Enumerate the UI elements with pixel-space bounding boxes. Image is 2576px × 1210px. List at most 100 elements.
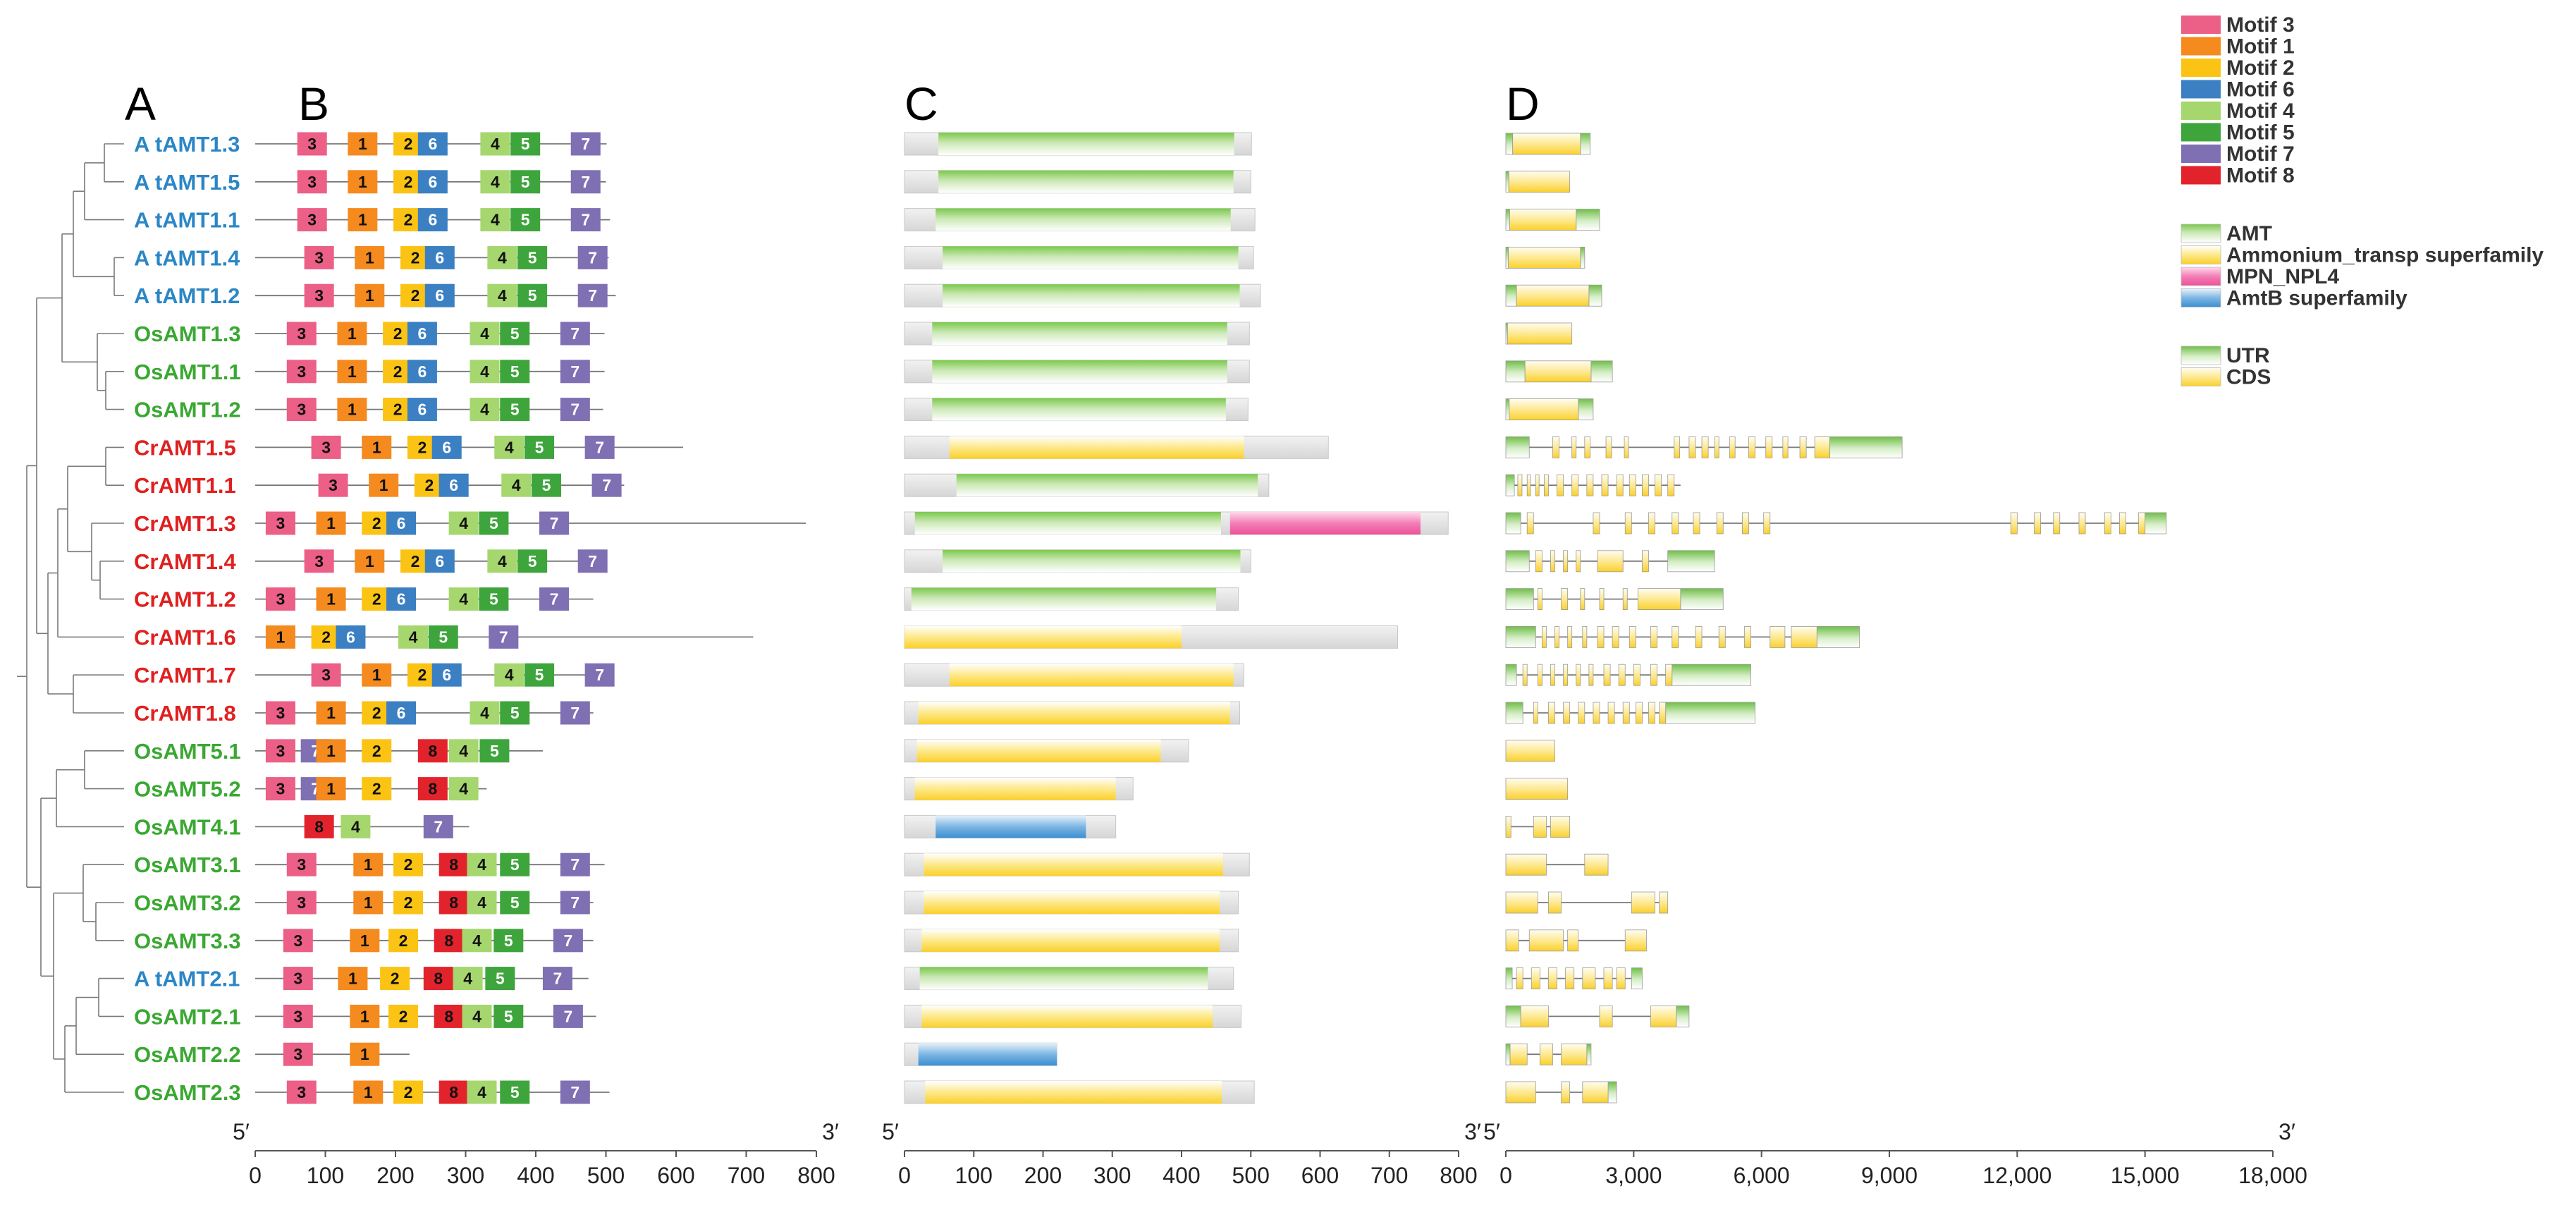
cds-box: [1533, 816, 1547, 838]
motif-number: 1: [379, 476, 388, 494]
utr-box: [1578, 398, 1594, 420]
motif-number: 2: [411, 248, 420, 267]
domain-row: [904, 739, 1189, 763]
cds-box: [1584, 853, 1609, 876]
motif-box: [553, 929, 583, 953]
motif-box: [362, 435, 392, 459]
motif-number: 3: [314, 552, 324, 570]
domain-row: [904, 663, 1244, 687]
motif-number: 7: [588, 286, 597, 305]
motif-number: 3: [297, 855, 306, 874]
axis-tick-label: 100: [955, 1163, 993, 1188]
cds-box: [1744, 626, 1751, 648]
utr-box: [1505, 474, 1515, 496]
motif-box: [386, 587, 417, 611]
cds-box: [1688, 436, 1696, 458]
legend-label-motif: Motif 7: [2226, 142, 2295, 166]
motif-box: [407, 322, 437, 346]
motif-number: 1: [348, 970, 357, 988]
domain-row: [904, 625, 1399, 649]
motif-box: [297, 208, 327, 232]
cds-box: [1648, 512, 1655, 534]
motif-box: [286, 1080, 317, 1104]
gene-structure-row: [1505, 626, 1860, 648]
motif-box: [311, 663, 341, 687]
cds-box: [1791, 626, 1817, 648]
motif-box: [438, 473, 469, 497]
cds-box: [1535, 474, 1540, 496]
motif-number: 4: [459, 742, 468, 760]
motif-box: [362, 663, 392, 687]
cds-box: [1543, 474, 1549, 496]
utr-box: [1680, 588, 1724, 610]
cds-box: [1748, 436, 1756, 458]
utr-box: [1505, 588, 1534, 610]
cds-box: [1563, 664, 1569, 686]
motif-box: [577, 283, 608, 307]
motif-box: [510, 132, 541, 156]
axis-tick-label: 200: [1024, 1163, 1062, 1188]
motif-box: [353, 1080, 384, 1104]
axis-c: 0 100 200 300 400 500 600 700 800 5′ 3′: [882, 1119, 1481, 1188]
cds-box: [1505, 929, 1519, 952]
axis-tick-label: 0: [249, 1163, 262, 1188]
motif-box: [494, 663, 525, 687]
motif-number: 2: [393, 362, 403, 381]
motif-box: [560, 891, 590, 915]
cds-box: [1622, 588, 1628, 610]
motif-number: 6: [435, 248, 444, 267]
legend-swatch-motif: [2181, 102, 2221, 120]
legend-label-domain: AmtB superfamily: [2226, 287, 2408, 310]
gene-label: CrAMT1.3: [134, 511, 236, 536]
motif-number: 5: [510, 324, 520, 343]
cds-box: [1567, 929, 1579, 952]
domain-box: [943, 549, 1241, 573]
motif-number: 1: [364, 893, 373, 912]
gene-label: OsAMT1.3: [134, 322, 241, 346]
cds-box: [1624, 929, 1647, 952]
cds-box: [1631, 891, 1655, 914]
motif-number: 5: [504, 931, 513, 950]
cds-box: [2138, 512, 2146, 534]
cds-box: [1509, 1043, 1528, 1065]
domain-row: [904, 1004, 1241, 1028]
gene-structure-row: [1505, 702, 1756, 724]
cds-box: [1522, 664, 1528, 686]
cds-box: [1593, 702, 1600, 724]
gene-structure-row: [1505, 171, 1571, 193]
motif-box: [316, 739, 346, 763]
gene-label: OsAMT2.2: [134, 1042, 241, 1067]
motif-box: [348, 208, 378, 232]
motif-number: 4: [459, 780, 468, 798]
motif-box: [407, 398, 437, 422]
gene-structure-row: [1505, 853, 1609, 876]
motif-box: [318, 473, 348, 497]
motif-box: [265, 701, 295, 725]
legend-label-motif: Motif 3: [2226, 13, 2295, 37]
cds-box: [1582, 626, 1588, 648]
utr-box: [1667, 550, 1715, 573]
domain-row: [904, 245, 1254, 269]
axis-tick-label: 9,000: [1861, 1163, 1918, 1188]
domain-row: [904, 701, 1241, 725]
motif-number: 6: [449, 476, 458, 494]
motif-number: 7: [434, 817, 443, 836]
motif-number: 4: [472, 1007, 482, 1025]
panel-label-a: A: [125, 78, 156, 130]
motif-number: 7: [570, 704, 579, 722]
motif-number: 4: [498, 286, 507, 305]
motif-box: [350, 1004, 380, 1028]
domain-box: [918, 1043, 1057, 1066]
axis-tick-label: 800: [1440, 1163, 1477, 1188]
motif-number: 7: [570, 893, 579, 912]
motif-box: [304, 549, 334, 573]
motif-number: 4: [480, 324, 489, 343]
